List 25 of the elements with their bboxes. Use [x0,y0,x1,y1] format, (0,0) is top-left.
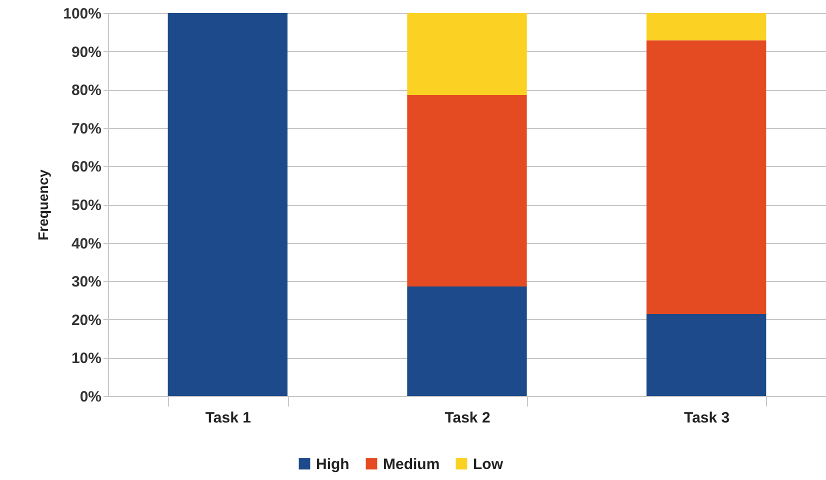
y-tick-label: 30% [71,274,102,291]
legend-label: Medium [383,456,440,473]
bar [407,94,527,286]
legend-label: High [316,456,350,473]
y-tick-label: 90% [71,44,102,61]
y-tick-label: 70% [71,120,102,138]
y-tick-label: 80% [71,82,102,100]
y-tick-label: 0% [80,388,102,406]
y-tick-label: 50% [71,197,102,214]
y-tick-label: 60% [71,158,102,176]
bar [407,286,527,396]
bar [646,40,766,314]
bar [646,314,766,396]
bar [407,13,527,95]
x-tick-label: Task 3 [684,410,730,426]
y-tick-label: 20% [71,312,102,329]
bar [646,13,766,40]
y-tick-label: 10% [71,350,102,368]
y-tick-label: 100% [63,6,102,22]
legend-label: Low [473,456,504,473]
x-tick-label: Task 1 [205,410,251,426]
y-axis-title: Frequency [35,169,52,240]
bar [168,13,288,396]
y-tick-label: 40% [71,235,102,252]
x-tick-label: Task 2 [444,410,490,426]
